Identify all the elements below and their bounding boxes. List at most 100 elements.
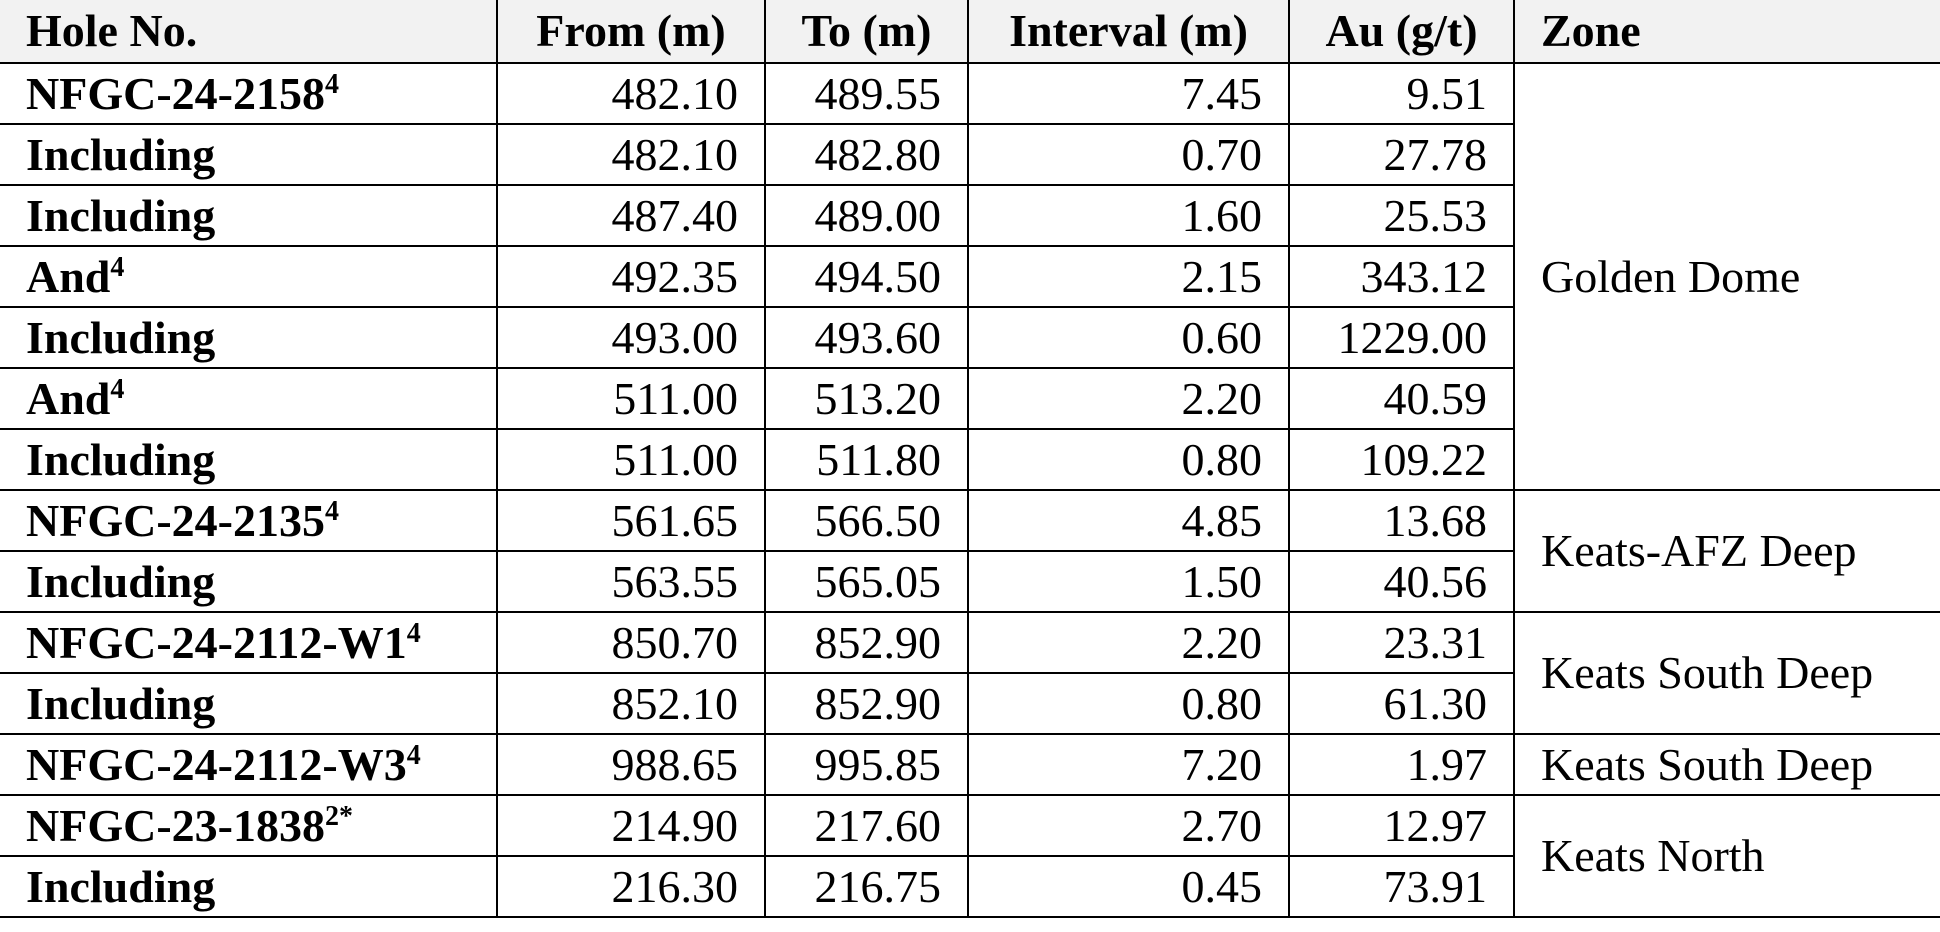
au-cell: 109.22: [1288, 428, 1514, 491]
table-header: Hole No. From (m) To (m) Interval (m) Au (g/…: [0, 0, 1940, 64]
hole-cell: NFGC-24-2112-W14: [0, 611, 498, 674]
from-cell: 482.10: [496, 62, 766, 125]
zone-cell: Keats South Deep: [1513, 611, 1940, 735]
to-cell: 489.00: [764, 184, 969, 247]
au-cell: 73.91: [1288, 855, 1514, 918]
au-cell: 27.78: [1288, 123, 1514, 186]
column-header: Hole No.: [0, 0, 498, 64]
from-cell: 482.10: [496, 123, 766, 186]
hole-cell: NFGC-24-2112-W34: [0, 733, 498, 796]
header-row: Hole No. From (m) To (m) Interval (m) Au (g/…: [0, 0, 1940, 64]
table-row: NFGC-24-2112-W14 850.70 852.90 2.20 23.31 Kea…: [0, 611, 1940, 735]
from-cell: 492.35: [496, 245, 766, 308]
au-cell: 23.31: [1288, 611, 1515, 674]
interval-cell: 0.70: [967, 123, 1290, 186]
interval-cell: 2.70: [967, 794, 1290, 857]
to-cell: 511.80: [764, 428, 969, 491]
table-row: NFGC-23-18382* 214.90 217.60 2.70 12.97 Keats…: [0, 794, 1940, 918]
to-cell: 852.90: [764, 611, 969, 674]
hole-id: NFGC-23-1838: [26, 799, 325, 851]
hole-id: Including: [26, 555, 216, 607]
column-header: Zone: [1513, 0, 1940, 64]
footnote-ref: 4: [406, 739, 421, 771]
hole-cell: Including: [0, 123, 498, 186]
from-cell: 988.65: [496, 733, 766, 796]
column-header: Interval (m): [967, 0, 1290, 64]
au-cell: 40.56: [1288, 550, 1514, 613]
hole-id: NFGC-24-2112-W3: [26, 738, 407, 790]
hole-id: Including: [26, 311, 216, 363]
hole-id: NFGC-24-2135: [26, 494, 325, 546]
hole-id: NFGC-24-2158: [26, 67, 325, 119]
column-header: Au (g/t): [1288, 0, 1515, 64]
hole-cell: NFGC-24-21584: [0, 62, 498, 125]
from-cell: 561.65: [496, 489, 766, 552]
table-row: And4 492.35 494.50 2.15 343.12: [0, 245, 1940, 308]
to-cell: 995.85: [764, 733, 969, 796]
from-cell: 216.30: [496, 855, 766, 918]
hole-id: Including: [26, 677, 216, 729]
to-cell: 494.50: [764, 245, 969, 308]
from-cell: 850.70: [496, 611, 766, 674]
footnote-ref: 4: [110, 251, 125, 283]
table-row: NFGC-24-21584 482.10 489.55 7.45 9.51 Golden …: [0, 62, 1940, 491]
hole-cell: NFGC-24-21354: [0, 489, 498, 552]
au-cell: 40.59: [1288, 367, 1514, 430]
interval-cell: 7.45: [967, 62, 1290, 125]
au-cell: 1229.00: [1288, 306, 1514, 369]
table-row: Including 216.30 216.75 0.45 73.91: [0, 855, 1940, 918]
from-cell: 511.00: [496, 428, 766, 491]
au-cell: 25.53: [1288, 184, 1514, 247]
interval-cell: 2.20: [967, 367, 1290, 430]
table-row: Including 493.00 493.60 0.60 1229.00: [0, 306, 1940, 369]
interval-cell: 1.60: [967, 184, 1290, 247]
table-row: Including 852.10 852.90 0.80 61.30: [0, 672, 1940, 735]
footnote-ref: 2*: [324, 800, 353, 832]
from-cell: 563.55: [496, 550, 766, 613]
from-cell: 487.40: [496, 184, 766, 247]
zone-cell: Golden Dome: [1513, 62, 1940, 491]
au-cell: 61.30: [1288, 672, 1514, 735]
table-row: NFGC-24-2112-W34 988.65 995.85 7.20 1.97 Keat…: [0, 733, 1940, 796]
from-cell: 511.00: [496, 367, 766, 430]
hole-cell: Including: [0, 672, 498, 735]
to-cell: 565.05: [764, 550, 969, 613]
column-header: From (m): [496, 0, 766, 64]
au-cell: 12.97: [1288, 794, 1515, 857]
interval-cell: 0.60: [967, 306, 1290, 369]
to-cell: 513.20: [764, 367, 969, 430]
table-row: Including 511.00 511.80 0.80 109.22: [0, 428, 1940, 491]
interval-cell: 0.45: [967, 855, 1290, 918]
au-cell: 9.51: [1288, 62, 1515, 125]
hole-cell: NFGC-23-18382*: [0, 794, 498, 857]
to-cell: 216.75: [764, 855, 969, 918]
au-cell: 343.12: [1288, 245, 1514, 308]
hole-id: Including: [26, 128, 216, 180]
hole-id: Including: [26, 860, 216, 912]
interval-cell: 2.20: [967, 611, 1290, 674]
to-cell: 217.60: [764, 794, 969, 857]
au-cell: 13.68: [1288, 489, 1515, 552]
table-row: Including 563.55 565.05 1.50 40.56: [0, 550, 1940, 613]
hole-id: Including: [26, 189, 216, 241]
footnote-ref: 4: [406, 617, 421, 649]
hole-cell: Including: [0, 306, 498, 369]
interval-cell: 0.80: [967, 428, 1290, 491]
table-row: And4 511.00 513.20 2.20 40.59: [0, 367, 1940, 430]
to-cell: 489.55: [764, 62, 969, 125]
hole-id: NFGC-24-2112-W1: [26, 616, 407, 668]
table-row: Including 487.40 489.00 1.60 25.53: [0, 184, 1940, 247]
to-cell: 493.60: [764, 306, 969, 369]
hole-cell: Including: [0, 428, 498, 491]
zone-cell: Keats North: [1513, 794, 1940, 918]
au-cell: 1.97: [1288, 733, 1515, 796]
column-header: To (m): [764, 0, 969, 64]
footnote-ref: 4: [324, 68, 339, 100]
hole-cell: Including: [0, 550, 498, 613]
zone-cell: Keats-AFZ Deep: [1513, 489, 1940, 613]
table-row: Including 482.10 482.80 0.70 27.78: [0, 123, 1940, 186]
table-row: NFGC-24-21354 561.65 566.50 4.85 13.68 Keats-…: [0, 489, 1940, 613]
from-cell: 214.90: [496, 794, 766, 857]
